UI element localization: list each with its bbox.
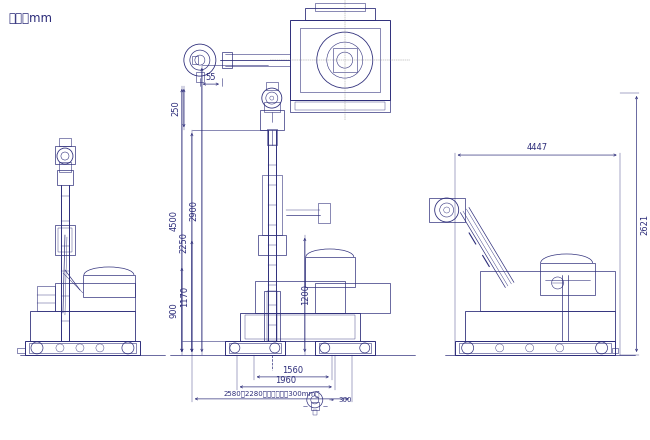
Bar [59,162,71,172]
Text: 2621: 2621 [640,213,649,235]
Bar [540,263,595,295]
Text: 2900: 2900 [190,199,199,220]
Bar [260,110,284,130]
Bar [264,291,280,341]
Bar [465,311,615,341]
Bar [258,235,286,255]
Bar [315,341,375,355]
Text: 4447: 4447 [526,143,548,152]
Bar [59,138,71,146]
Bar [55,283,135,311]
Bar [264,102,280,112]
Bar [290,20,390,100]
Bar [315,283,390,313]
Bar [455,341,615,355]
Text: 250: 250 [172,100,181,116]
Bar [29,343,136,353]
Bar [290,100,390,112]
Bar [305,257,355,287]
Text: 300: 300 [339,397,352,403]
Bar [55,225,75,255]
Bar [612,348,618,353]
Bar [225,341,285,355]
Text: 900: 900 [170,302,179,318]
Bar [255,281,344,313]
Bar [429,198,465,222]
Bar [266,129,277,145]
Bar [262,175,282,235]
Bar [311,402,318,410]
Bar [318,203,330,223]
Text: 単位：mm: 単位：mm [8,12,52,25]
Bar [300,28,380,92]
Text: 1560: 1560 [282,366,304,375]
Bar [25,341,140,355]
Text: 2250: 2250 [180,232,189,253]
Bar [480,271,615,311]
Text: 2580～2280（ストローク300mm）: 2580～2280（ストローク300mm） [224,390,320,397]
Bar [222,52,232,68]
Bar [245,315,355,339]
Text: 4500: 4500 [170,210,179,231]
Bar [58,228,72,252]
Bar [266,291,277,341]
Bar [83,275,135,297]
Bar [192,56,198,64]
Bar [30,311,135,341]
Text: 1200: 1200 [301,284,310,305]
Bar [17,348,25,353]
Text: 1960: 1960 [275,376,296,385]
Text: 1170: 1170 [180,286,189,307]
Bar [266,82,278,90]
Bar [240,313,359,341]
Bar [57,170,73,185]
Bar [318,343,370,353]
Bar [295,102,385,110]
Text: 55: 55 [205,73,216,82]
Bar [315,3,365,11]
Bar [313,410,317,415]
Bar [196,72,204,82]
Bar [55,146,75,164]
Bar [333,48,357,72]
Bar [305,8,375,20]
Bar [37,286,55,311]
Bar [459,343,610,353]
Bar [229,343,281,353]
